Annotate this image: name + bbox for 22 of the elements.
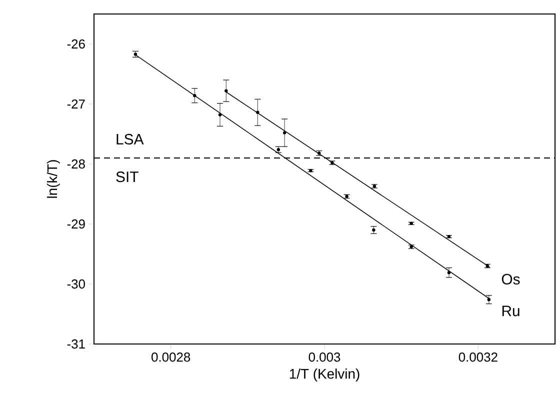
series-label: Ru [502,306,520,316]
y-tick-label: -27 [67,99,85,109]
x-tick-label: 0.003 [308,352,340,362]
point [193,94,196,98]
y-tick-label: -30 [67,279,85,289]
point [224,89,228,92]
point [256,110,260,114]
point [487,298,491,302]
x-tick-label: 0.0028 [152,352,190,362]
point [218,113,222,116]
point [282,131,286,134]
x-axis-title: 1/T (Kelvin) [290,368,360,382]
y-tick-label: -28 [67,159,85,169]
series-label: Os [502,274,520,284]
annotation: SIT [116,172,138,182]
x-tick-label: 0.0032 [458,352,498,362]
y-axis-title: ln(k/T) [46,160,60,198]
y-tick-label: -29 [67,219,85,229]
annotation: LSA [116,134,144,144]
point [447,271,451,274]
y-tick-label: -31 [67,339,85,349]
y-tick-label: -26 [67,39,85,49]
